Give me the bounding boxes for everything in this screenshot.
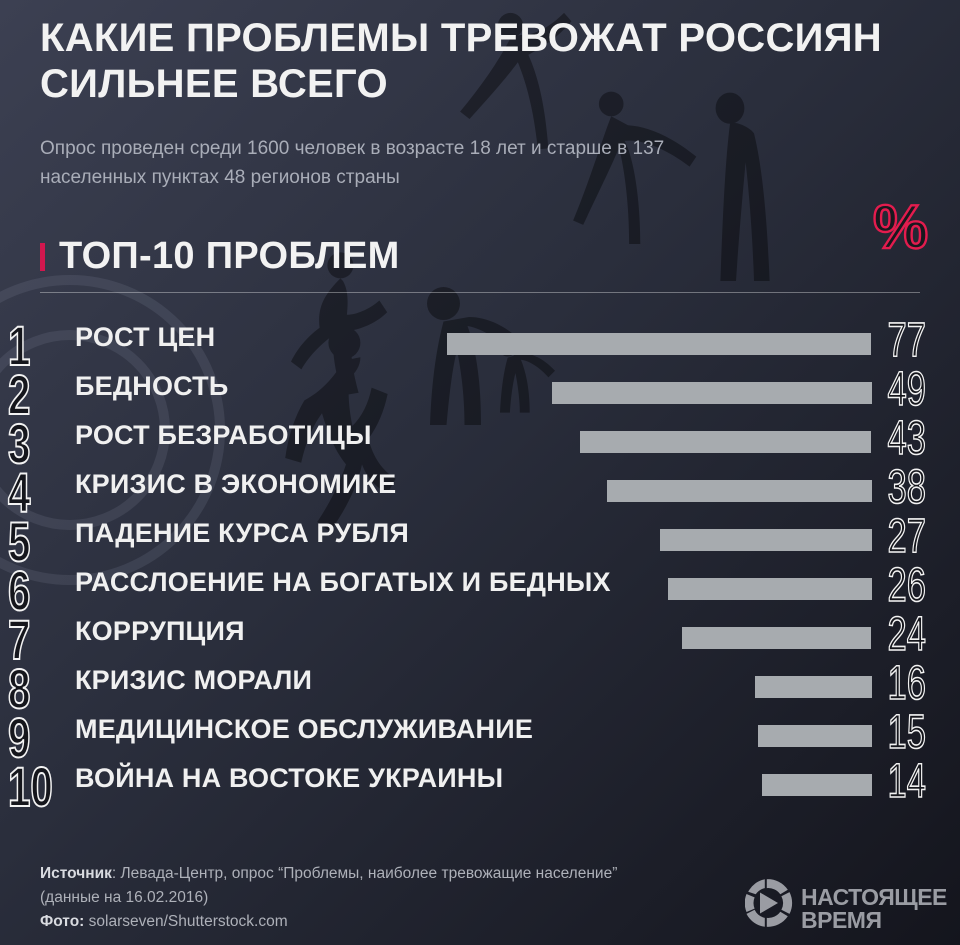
svg-text:ВРЕМЯ: ВРЕМЯ — [801, 907, 881, 933]
